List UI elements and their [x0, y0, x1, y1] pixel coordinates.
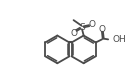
Text: O: O	[89, 20, 96, 29]
Text: O: O	[70, 29, 77, 38]
Text: O: O	[98, 25, 105, 34]
Text: OH: OH	[113, 35, 126, 44]
Text: S: S	[79, 23, 85, 32]
